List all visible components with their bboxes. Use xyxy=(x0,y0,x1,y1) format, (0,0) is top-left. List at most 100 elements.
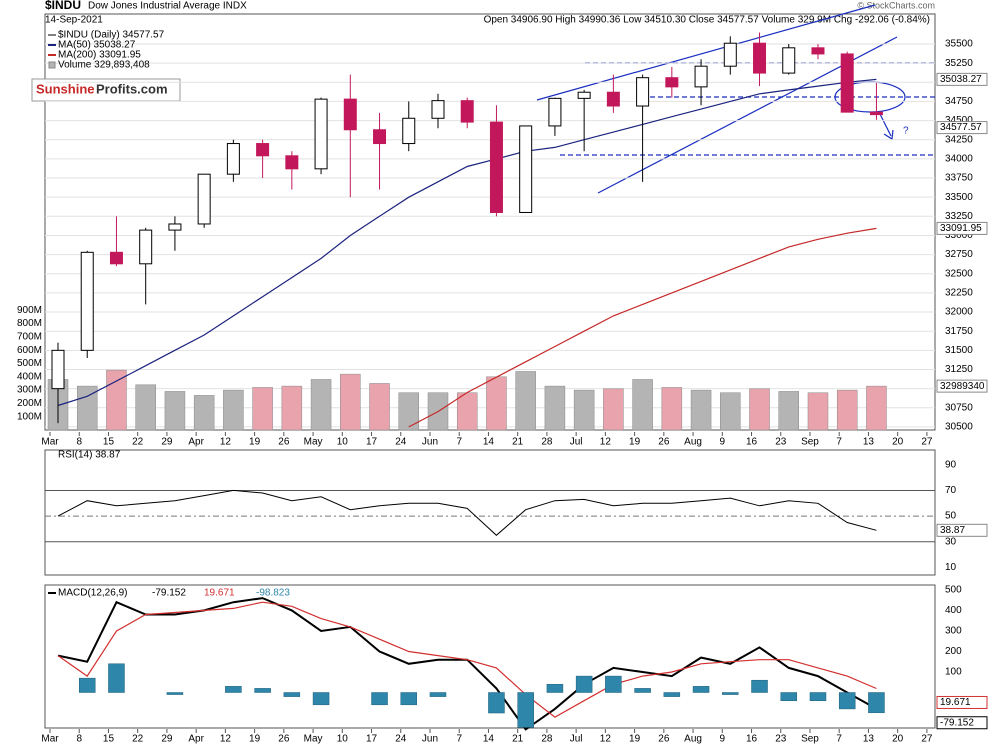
candle-body xyxy=(197,173,211,225)
candle-body xyxy=(139,229,153,265)
x-tick-label: 24 xyxy=(395,734,407,744)
x-tick-label: Apr xyxy=(188,437,204,448)
histogram-bar xyxy=(283,692,301,697)
volume-bar xyxy=(836,389,858,431)
volume-tick-label: 600M xyxy=(17,345,42,356)
legend-entry: -98.823 xyxy=(256,588,290,599)
x-tick-label: Aug xyxy=(684,437,702,448)
volume-bar xyxy=(223,389,244,431)
histogram-bar xyxy=(546,684,564,693)
y-tick-label: 33000 xyxy=(945,230,973,241)
macd-line xyxy=(57,597,877,731)
y-tick-label: 90 xyxy=(945,459,957,470)
candle-body xyxy=(431,100,445,119)
x-tick-label: 19 xyxy=(249,734,261,744)
x-tick-label: 19 xyxy=(249,437,261,448)
candle-body xyxy=(51,349,65,390)
histogram-bar xyxy=(751,679,768,693)
x-tick-label: 12 xyxy=(220,734,232,744)
last-value-box xyxy=(936,379,988,393)
x-tick-label: 7 xyxy=(456,437,462,448)
histogram-bar xyxy=(225,686,242,693)
histogram-bar xyxy=(634,688,651,693)
x-tick-label: 22 xyxy=(132,437,144,448)
x-tick-label: 23 xyxy=(775,734,787,744)
volume-bar xyxy=(164,391,186,431)
x-tick-label: 14 xyxy=(483,734,495,744)
x-tick-label: 8 xyxy=(76,734,82,744)
legend-entry: MA(200) 33091.95 xyxy=(58,50,141,61)
histogram-bar xyxy=(400,692,418,706)
x-tick-label: 28 xyxy=(541,734,553,744)
legend-entry: Volume 329,893,408 xyxy=(58,60,150,71)
y-tick-label: 300 xyxy=(945,626,962,637)
volume-bar xyxy=(807,392,829,431)
volume-tick-label: 200M xyxy=(17,398,42,409)
candle-body xyxy=(723,42,737,67)
candle-body xyxy=(636,77,650,107)
y-tick-label: 10 xyxy=(945,562,957,573)
candle-body xyxy=(343,98,357,131)
last-value-label: -79.152 xyxy=(940,717,974,728)
candle-body xyxy=(80,251,94,351)
x-tick-label: Apr xyxy=(188,734,204,744)
y-tick-label: 31500 xyxy=(945,345,973,356)
last-value-label: 34577.57 xyxy=(940,122,982,133)
y-tick-label: 33250 xyxy=(945,211,973,222)
x-tick-label: 21 xyxy=(512,437,524,448)
y-tick-label: 30750 xyxy=(945,402,973,413)
logo-2: Profits.com xyxy=(96,81,168,96)
y-tick-label: 30 xyxy=(945,536,957,547)
x-tick-label: 12 xyxy=(220,437,232,448)
rsi-line xyxy=(57,489,877,536)
volume-bar xyxy=(866,385,887,431)
last-value-label: 32989340 xyxy=(940,381,985,392)
y-tick-label: 32500 xyxy=(945,268,973,279)
histogram-bar xyxy=(722,692,739,695)
x-tick-label: 23 xyxy=(775,437,787,448)
candle-body xyxy=(256,143,270,157)
x-tick-label: Sep xyxy=(801,734,819,744)
x-tick-label: 27 xyxy=(921,437,933,448)
x-tick-label: 8 xyxy=(76,437,82,448)
moving-average xyxy=(408,227,877,428)
y-tick-label: 30500 xyxy=(945,422,973,433)
candle-body xyxy=(460,100,474,123)
x-tick-label: 10 xyxy=(337,734,349,744)
y-tick-label: 31250 xyxy=(945,364,973,375)
candle-body xyxy=(109,251,123,265)
x-tick-label: Aug xyxy=(684,734,702,744)
x-tick-label: 15 xyxy=(103,734,115,744)
x-tick-label: 20 xyxy=(892,437,904,448)
x-tick-label: Mar xyxy=(41,734,59,744)
x-tick-label: 12 xyxy=(600,734,612,744)
y-tick-label: 33750 xyxy=(945,173,973,184)
x-tick-label: Jun xyxy=(422,734,438,744)
y-tick-label: 34750 xyxy=(945,96,973,107)
panel-title: MACD(12,26,9) xyxy=(58,588,127,599)
volume-bar xyxy=(310,379,332,431)
volume-tick-label: 500M xyxy=(17,358,42,369)
last-value-label: 38.87 xyxy=(940,525,965,536)
histogram-bar xyxy=(108,663,125,693)
volume-tick-label: 400M xyxy=(17,371,42,382)
volume-bar xyxy=(778,391,799,431)
y-tick-label: 35250 xyxy=(945,58,973,69)
macd-line xyxy=(57,601,877,718)
x-tick-label: 16 xyxy=(746,437,758,448)
x-tick-label: 9 xyxy=(720,437,726,448)
histogram-bar xyxy=(780,692,797,701)
legend-entry: -79.152 xyxy=(152,588,186,599)
last-value-box xyxy=(936,221,988,235)
last-value-box xyxy=(936,72,988,86)
last-value-label: 33091.95 xyxy=(940,223,982,234)
last-value-label: 35038.27 xyxy=(940,74,982,85)
panel-title: RSI(14) 38.87 xyxy=(58,450,121,461)
histogram-bar xyxy=(692,686,710,693)
rsi-panel xyxy=(44,449,936,576)
candle-body xyxy=(285,155,299,170)
volume-bar xyxy=(690,389,712,431)
y-tick-label: 35500 xyxy=(945,39,973,50)
y-tick-label: 32250 xyxy=(945,288,973,299)
annotations xyxy=(536,4,935,194)
